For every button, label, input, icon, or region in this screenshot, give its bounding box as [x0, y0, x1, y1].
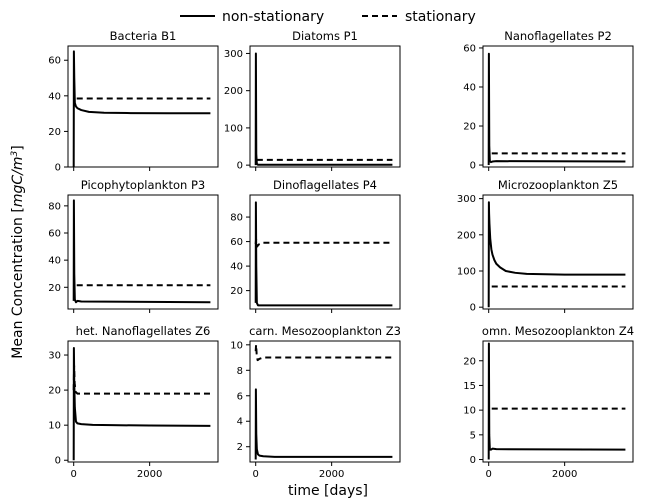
y-tick-label: 100: [457, 267, 476, 278]
panel-title: Nanoflagellates P2: [504, 29, 612, 43]
y-tick-label: 200: [224, 86, 243, 97]
panel-6: het. Nanoflagellates Z6 0 10 20 30 0 2000: [48, 324, 219, 480]
y-tick-label: 0: [55, 163, 61, 174]
panel-2: Nanoflagellates P2 0 20 40 60: [463, 29, 634, 172]
x-tick-label: 0: [71, 469, 77, 480]
y-tick-label: 0: [55, 456, 61, 467]
panel-title: het. Nanoflagellates Z6: [76, 324, 211, 338]
plot-frame: [482, 194, 634, 310]
y-tick-label: 0: [470, 161, 476, 172]
panel-title: carn. Mesozooplankton Z3: [249, 324, 401, 338]
series-line-non-stationary: [487, 342, 626, 460]
y-tick-label: 0: [470, 455, 476, 466]
series-line-non-stationary: [72, 347, 211, 461]
y-tick-label: 0: [237, 161, 243, 172]
x-axis-label: time [days]: [288, 483, 368, 499]
plot-frame: [67, 340, 219, 463]
series-line-non-stationary: [254, 52, 393, 166]
legend-label-non-stationary: non-stationary: [222, 9, 324, 25]
series-line-non-stationary: [72, 199, 211, 304]
y-tick-label: 20: [230, 286, 243, 297]
legend-label-stationary: stationary: [405, 9, 476, 25]
series-line-non-stationary: [487, 52, 626, 166]
y-tick-label: 40: [48, 91, 61, 102]
plot-frame: [249, 340, 401, 463]
y-axis-label: Mean Concentration [mgC/m3]: [10, 145, 26, 358]
series-line-non-stationary: [254, 201, 393, 307]
y-tick-label: 80: [48, 201, 61, 212]
y-tick-label: 2: [237, 442, 243, 453]
y-tick-label: 20: [463, 122, 476, 133]
y-tick-label: 8: [237, 366, 243, 377]
series-line-stationary: [254, 238, 393, 248]
panel-5: Microzooplankton Z5 0 100 200 300: [457, 178, 634, 314]
plot-frame: [67, 45, 219, 168]
y-tick-label: 300: [224, 49, 243, 60]
y-tick-label: 80: [230, 213, 243, 224]
panel-1: Diatoms P1 0 100 200 300: [224, 29, 401, 172]
panel-title: Dinoflagellates P4: [273, 178, 377, 192]
y-tick-label: 20: [48, 127, 61, 138]
panel-0: Bacteria B1 0 20 40 60: [48, 29, 219, 174]
y-tick-label: 300: [457, 194, 476, 205]
y-tick-label: 40: [463, 82, 476, 93]
y-tick-label: 60: [230, 237, 243, 248]
y-tick-label: 15: [463, 381, 476, 392]
y-tick-label: 5: [470, 430, 476, 441]
y-tick-label: 30: [48, 351, 61, 362]
panel-title: Picophytoplankton P3: [81, 178, 205, 192]
y-tick-label: 10: [463, 406, 476, 417]
panel-title: Diatoms P1: [292, 29, 358, 43]
plot-frame: [249, 45, 401, 168]
plot-frame: [482, 340, 634, 463]
plot-frame: [67, 194, 219, 310]
panel-title: omn. Mesozooplankton Z4: [482, 324, 634, 338]
series-line-stationary: [254, 343, 393, 362]
y-tick-label: 40: [48, 256, 61, 267]
panel-8: omn. Mesozooplankton Z4 0 5 10 15 20 0 2000: [463, 324, 634, 480]
y-tick-label: 0: [470, 303, 476, 314]
panel-7: carn. Mesozooplankton Z3 2 4 6 8 10 0 2000: [230, 324, 401, 480]
panel-title: Microzooplankton Z5: [498, 178, 618, 192]
series-line-stationary: [72, 364, 211, 395]
series-line-non-stationary: [72, 50, 211, 167]
y-tick-label: 60: [463, 43, 476, 54]
y-tick-label: 6: [237, 391, 243, 402]
y-tick-label: 20: [48, 283, 61, 294]
series-line-non-stationary: [254, 388, 393, 460]
legend: non-stationary stationary: [180, 9, 476, 25]
panel-4: Dinoflagellates P4 20 40 60 80: [230, 178, 401, 313]
x-tick-label: 0: [253, 469, 259, 480]
x-tick-label: 2000: [552, 469, 577, 480]
plot-frame: [482, 45, 634, 168]
y-tick-label: 10: [230, 340, 243, 351]
y-tick-label: 60: [48, 56, 61, 67]
plot-frame: [249, 194, 401, 310]
y-tick-label: 40: [230, 262, 243, 273]
y-tick-label: 100: [224, 123, 243, 134]
y-tick-label: 10: [48, 421, 61, 432]
y-tick-label: 200: [457, 230, 476, 241]
x-tick-label: 0: [486, 469, 492, 480]
series-line-non-stationary: [487, 201, 626, 308]
panel-title: Bacteria B1: [110, 29, 177, 43]
y-tick-label: 60: [48, 229, 61, 240]
y-tick-label: 20: [463, 356, 476, 367]
x-tick-label: 2000: [319, 469, 344, 480]
y-tick-label: 4: [237, 417, 243, 428]
y-tick-label: 20: [48, 386, 61, 397]
panel-3: Picophytoplankton P3 20 40 60 80: [48, 178, 219, 313]
x-tick-label: 2000: [137, 469, 162, 480]
